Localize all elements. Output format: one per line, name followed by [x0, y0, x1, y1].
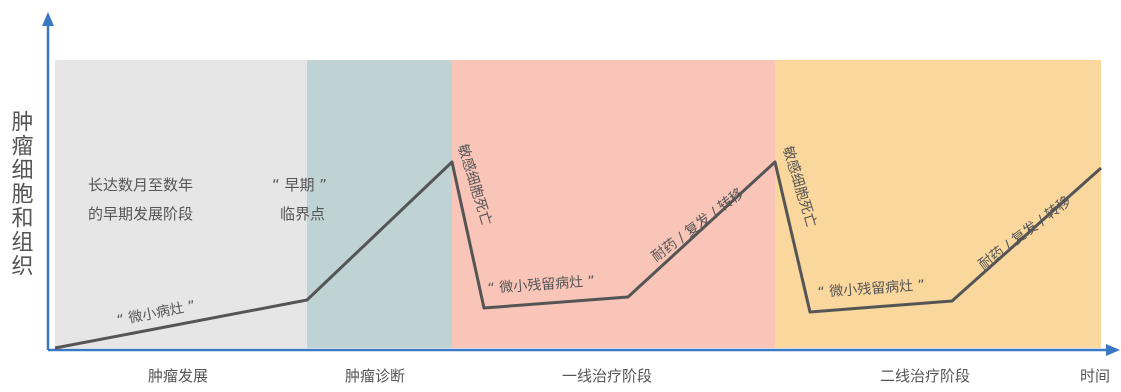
phase-label-development: 肿瘤发展 — [148, 367, 208, 385]
residual-lesion-label-2: “ 微小残留病灶 ” — [817, 278, 925, 301]
phase-band-second-line — [775, 60, 1101, 348]
x-axis-arrow — [1106, 344, 1120, 356]
critical-point-text-line2: 临界点 — [280, 205, 325, 223]
phase-label-second-line: 二线治疗阶段 — [880, 367, 970, 385]
phase-band-diagnosis — [307, 60, 452, 348]
critical-point-text-line1: “ 早期 ” — [272, 176, 327, 194]
y-axis-label: 肿瘤细胞和组织 — [8, 110, 34, 278]
tumor-burden-curve — [54, 160, 1102, 350]
residual-lesion-label-1: “ 微小残留病灶 ” — [487, 274, 595, 297]
y-axis-arrow — [42, 12, 54, 26]
phase-band-first-line — [452, 60, 775, 348]
early-development-text-line1: 长达数月至数年 — [88, 176, 193, 194]
early-development-text-line2: 的早期发展阶段 — [88, 205, 193, 223]
x-axis-label: 时间 — [1080, 367, 1110, 385]
phase-band-development — [55, 60, 307, 348]
phase-label-first-line: 一线治疗阶段 — [562, 367, 652, 385]
phase-label-diagnosis: 肿瘤诊断 — [345, 367, 405, 385]
